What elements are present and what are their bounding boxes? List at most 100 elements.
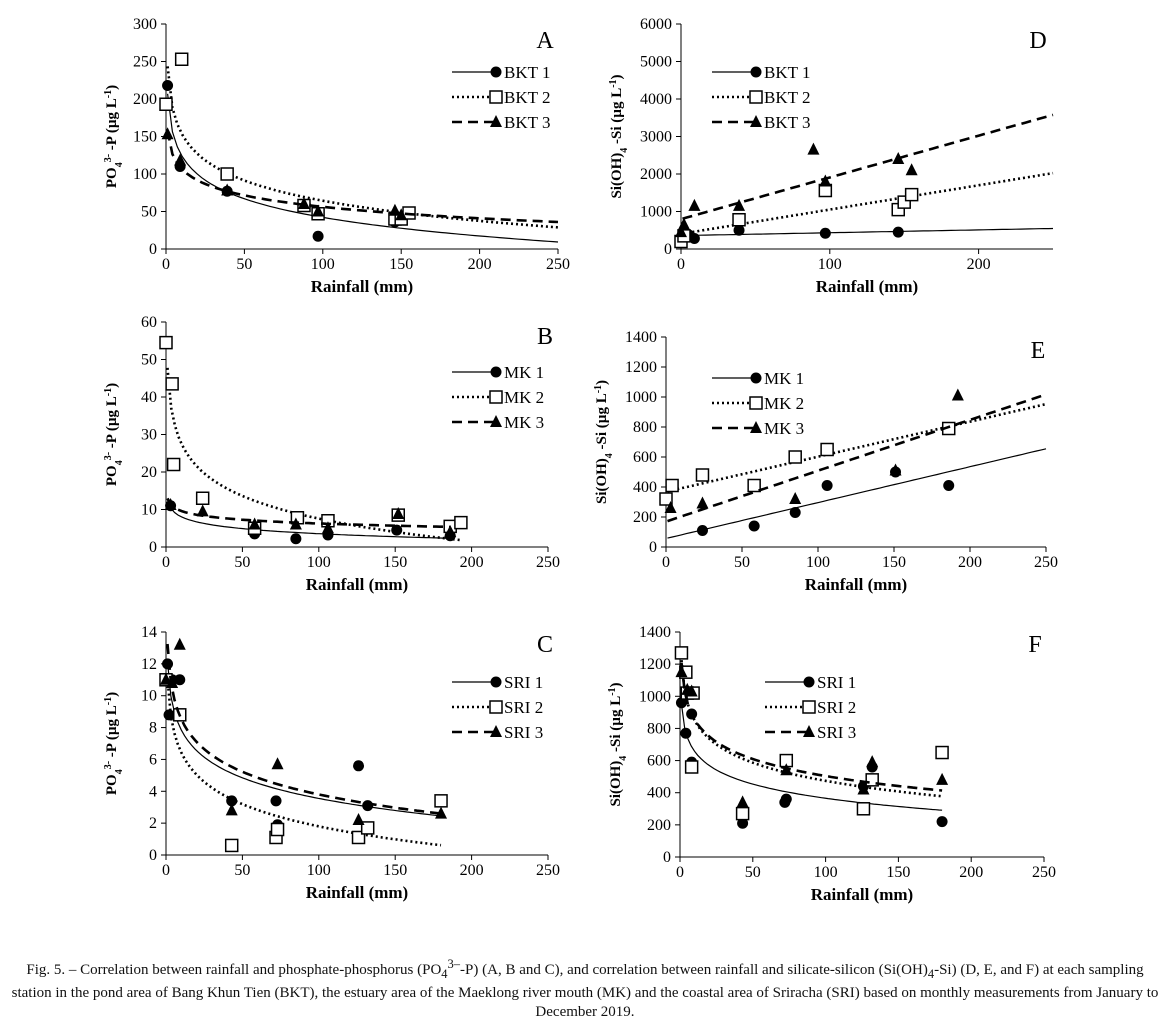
trendline-mk-3 — [166, 497, 451, 529]
x-tick-label: 250 — [536, 554, 560, 571]
data-point-sri-3 — [780, 763, 793, 776]
data-point-sri-1 — [270, 795, 282, 807]
data-point-mk-3 — [889, 463, 902, 476]
data-point-bkt-3 — [905, 163, 918, 176]
data-point-mk-3 — [444, 525, 457, 537]
data-point-bkt-1 — [819, 227, 831, 239]
y-tick-label: 0 — [149, 847, 157, 864]
data-point-mk-3 — [789, 492, 802, 504]
x-tick-label: 200 — [958, 554, 982, 571]
y-tick-label: 20 — [141, 464, 157, 481]
data-point-mk-2 — [820, 442, 834, 457]
data-point-bkt-3 — [161, 127, 174, 140]
y-tick-label: 1000 — [640, 204, 672, 221]
trendline-mk-1 — [667, 448, 1047, 539]
data-point-mk-2 — [659, 492, 673, 506]
data-point-sri-1 — [362, 800, 374, 812]
x-tick-label: 100 — [307, 554, 331, 571]
data-point-mk-2 — [166, 457, 181, 472]
panel-c: 0 50 100 150 200 250 0 2 4 6 8 10 12 14 Rainfall (mm) P… — [103, 624, 561, 902]
y-tick-label: 200 — [647, 817, 671, 834]
data-point-bkt-2 — [904, 187, 919, 202]
legend-label: SRI 2 — [817, 698, 856, 717]
data-point-sri-2 — [270, 822, 285, 837]
data-point-sri-3 — [736, 795, 749, 808]
data-point-mk-3 — [321, 521, 334, 534]
y-tick-label: 1000 — [625, 389, 657, 406]
y-tick-label: 600 — [647, 753, 671, 770]
data-point-mk-3 — [951, 388, 964, 401]
data-point-bkt-2 — [159, 97, 173, 111]
y-tick-label: 6 — [149, 751, 157, 768]
y-tick-label: 1000 — [639, 688, 671, 705]
data-point-sri-1 — [780, 793, 792, 805]
data-point-bkt-3 — [807, 142, 820, 155]
figure-5: 0 50 100 150 200 250050100150200250300Rainfal… — [103, 16, 1059, 904]
y-tick-label: 10 — [141, 688, 157, 705]
y-tick-label: 100 — [133, 166, 157, 183]
y-tick-label: 0 — [649, 539, 657, 556]
data-point-sri-2 — [856, 802, 871, 816]
trendline-bkt-3 — [166, 130, 559, 224]
trendline-bkt-3 — [682, 113, 1054, 220]
y-tick-label: 10 — [141, 502, 157, 519]
data-point-sri-2 — [684, 760, 699, 774]
data-point-mk-2 — [454, 515, 468, 530]
x-tick-label: 250 — [1034, 554, 1058, 571]
trendline-sri-1 — [166, 661, 442, 817]
y-tick-label: 250 — [133, 54, 157, 71]
data-point-mk-3 — [696, 496, 709, 509]
data-point-bkt-3 — [221, 183, 234, 196]
x-tick-label: 100 — [814, 864, 838, 881]
legend-marker — [749, 396, 763, 410]
x-tick-label: 100 — [311, 256, 335, 273]
data-point-mk-1 — [943, 480, 955, 491]
x-tick-label: 250 — [546, 256, 570, 273]
x-tick-label: 0 — [162, 554, 170, 571]
x-tick-label: 50 — [745, 864, 761, 881]
y-tick-label: 50 — [141, 204, 157, 221]
x-tick-label: 50 — [234, 554, 250, 571]
legend-marker — [490, 415, 502, 427]
panel-e: 0 50 100 150 200 250 0 200 400 600 800 1000 1200 1400… — [593, 329, 1059, 594]
legend-label: SRI 1 — [504, 673, 543, 692]
data-point-mk-2 — [747, 478, 761, 493]
x-axis-label: Rainfall (mm) — [805, 575, 907, 594]
legend-label: MK 1 — [504, 363, 544, 382]
legend-marker — [750, 421, 762, 433]
trendline-sri-2 — [680, 659, 943, 798]
legend-marker — [490, 676, 502, 688]
y-tick-label: 1400 — [625, 329, 657, 346]
x-tick-label: 100 — [307, 862, 331, 879]
data-point-bkt-3 — [677, 217, 690, 230]
panel-a: 0 50 100 150 200 250 0 50 100 150 200 250 300 Rainfal… — [103, 16, 571, 296]
data-point-bkt-3 — [688, 198, 701, 211]
x-tick-label: 50 — [734, 554, 750, 571]
data-point-bkt-1 — [162, 80, 174, 91]
data-point-sri-1 — [680, 727, 692, 739]
y-tick-label: 30 — [141, 427, 157, 444]
y-tick-label: 40 — [141, 389, 157, 406]
data-point-bkt-3 — [312, 204, 325, 217]
legend-label: BKT 3 — [504, 113, 550, 132]
legend-marker — [489, 90, 503, 104]
legend-marker — [803, 676, 815, 688]
legend-label: BKT 2 — [504, 88, 550, 107]
x-tick-label: 150 — [882, 554, 906, 571]
data-point-bkt-2 — [174, 52, 189, 66]
data-point-sri-1 — [162, 658, 174, 670]
y-tick-label: 14 — [141, 624, 157, 641]
trendline-bkt-1 — [682, 227, 1054, 237]
y-tick-label: 0 — [663, 849, 671, 866]
y-axis-label: Si(OH)4 -Si (µg L-1) — [593, 380, 615, 504]
y-tick-label: 800 — [633, 419, 657, 436]
legend-label: MK 3 — [504, 413, 544, 432]
data-point-bkt-3 — [733, 198, 746, 211]
y-tick-label: 2 — [149, 815, 157, 832]
data-point-bkt-3 — [819, 174, 832, 187]
trendline-sri-1 — [680, 704, 943, 811]
data-point-sri-1 — [737, 817, 749, 829]
legend-marker — [490, 66, 502, 78]
legend-marker — [803, 725, 815, 737]
figure-caption: Fig. 5. – Correlation between rainfall a… — [11, 957, 1159, 1020]
